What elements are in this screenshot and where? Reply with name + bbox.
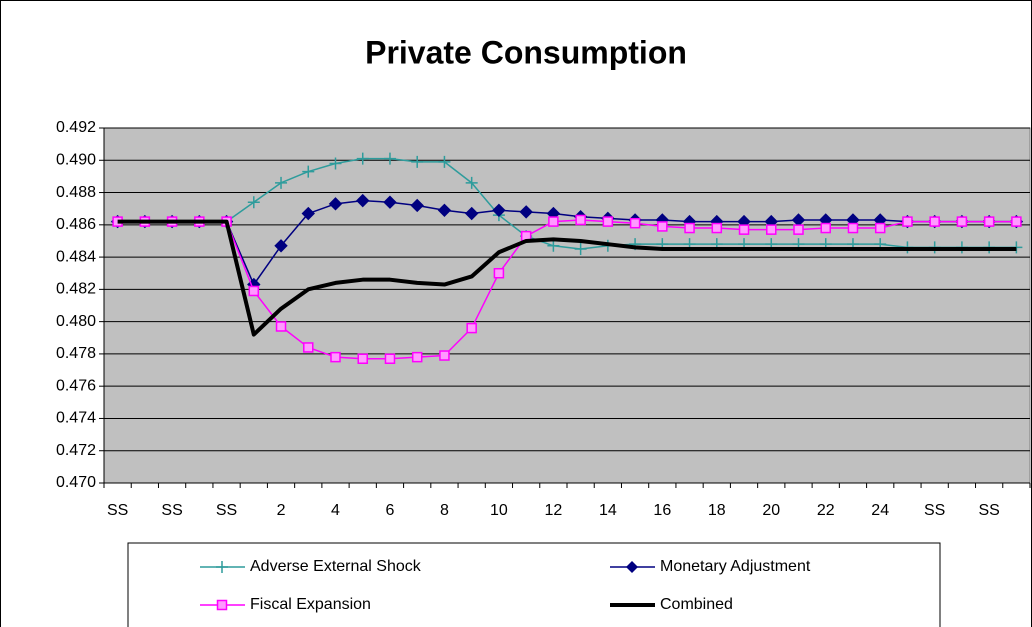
marker-diamond (328, 197, 343, 211)
marker-square (357, 353, 368, 364)
x-tick-label: SS (161, 502, 182, 519)
marker-square (874, 222, 886, 234)
y-tick-label: 0.492 (56, 119, 96, 136)
marker-square (983, 216, 995, 227)
marker-square (1011, 216, 1022, 227)
marker-square (657, 221, 668, 232)
marker-square (929, 216, 940, 227)
marker-square (602, 216, 614, 227)
y-tick-label: 0.478 (56, 345, 96, 362)
marker-square (493, 267, 505, 279)
marker-plus (438, 155, 451, 168)
marker-plus (383, 152, 396, 165)
marker-square (684, 222, 695, 234)
legend-label: Fiscal Expansion (250, 596, 371, 613)
y-tick-label: 0.488 (56, 184, 96, 201)
marker-square (738, 224, 750, 235)
x-tick-label: 14 (599, 502, 617, 519)
y-tick-label: 0.490 (56, 151, 96, 168)
marker-plus (329, 157, 342, 170)
x-tick-label: 2 (277, 502, 286, 519)
marker-plus (411, 155, 424, 168)
x-tick-label: 8 (440, 502, 449, 519)
chart-title: Private Consumption (365, 34, 687, 70)
x-tick-label: 22 (817, 502, 835, 519)
marker-diamond (383, 195, 397, 209)
y-tick-label: 0.484 (56, 248, 96, 265)
marker-square (847, 222, 859, 234)
series-line (117, 157, 1017, 250)
y-tick-label: 0.474 (56, 410, 96, 427)
y-tick-label: 0.476 (56, 377, 96, 394)
marker-diamond (492, 203, 506, 218)
marker-square (248, 285, 260, 297)
marker-square (411, 351, 423, 363)
x-tick-label: 24 (871, 502, 889, 519)
marker-square (711, 222, 723, 234)
marker-diamond (437, 203, 452, 218)
marker-plus (547, 239, 560, 252)
x-tick-label: SS (978, 502, 999, 519)
marker-square (303, 342, 314, 353)
legend-label: Combined (660, 596, 733, 613)
x-tick-label: SS (107, 502, 128, 519)
marker-square (548, 216, 559, 227)
marker-plus (574, 243, 587, 256)
marker-square (384, 353, 396, 364)
marker-square (793, 224, 804, 235)
marker-plus (465, 176, 478, 189)
marker-diamond (356, 193, 370, 208)
marker-square (629, 217, 641, 229)
legend-label: Monetary Adjustment (660, 558, 811, 575)
marker-plus (247, 196, 260, 209)
marker-square (466, 322, 477, 334)
legend-marker (216, 599, 228, 611)
marker-square (766, 224, 777, 235)
x-tick-label: SS (924, 502, 945, 519)
legend-marker (626, 561, 638, 573)
y-tick-label: 0.472 (56, 442, 96, 459)
marker-square (820, 222, 831, 234)
plot-area (103, 127, 1031, 484)
x-tick-label: 6 (386, 502, 395, 519)
marker-diamond (519, 205, 533, 219)
marker-diamond (301, 206, 315, 221)
marker-square (575, 214, 586, 226)
marker-square (275, 321, 287, 332)
series-line (117, 199, 1017, 286)
marker-plus (302, 165, 315, 178)
x-tick-label: SS (216, 502, 237, 519)
y-tick-label: 0.470 (56, 474, 96, 491)
legend-label: Adverse External Shock (250, 558, 422, 575)
legend-marker (216, 561, 228, 573)
y-tick-label: 0.480 (56, 313, 96, 330)
x-tick-label: 4 (331, 502, 340, 519)
marker-plus (356, 152, 369, 165)
x-tick-label: 10 (490, 502, 508, 519)
marker-square (330, 351, 341, 363)
x-tick-label: 16 (653, 502, 671, 519)
y-tick-label: 0.482 (56, 281, 96, 298)
x-tick-label: 20 (762, 502, 780, 519)
marker-square (439, 350, 450, 361)
marker-square (956, 216, 968, 227)
legend-box (127, 542, 941, 627)
marker-plus (275, 176, 288, 189)
marker-diamond (410, 198, 424, 213)
x-tick-label: 18 (708, 502, 726, 519)
marker-diamond (274, 239, 288, 253)
marker-diamond (464, 206, 479, 221)
marker-square (902, 216, 913, 227)
series-line (117, 219, 1017, 360)
x-tick-label: 12 (544, 502, 562, 519)
y-tick-label: 0.486 (56, 216, 96, 233)
series-line (117, 219, 1017, 337)
